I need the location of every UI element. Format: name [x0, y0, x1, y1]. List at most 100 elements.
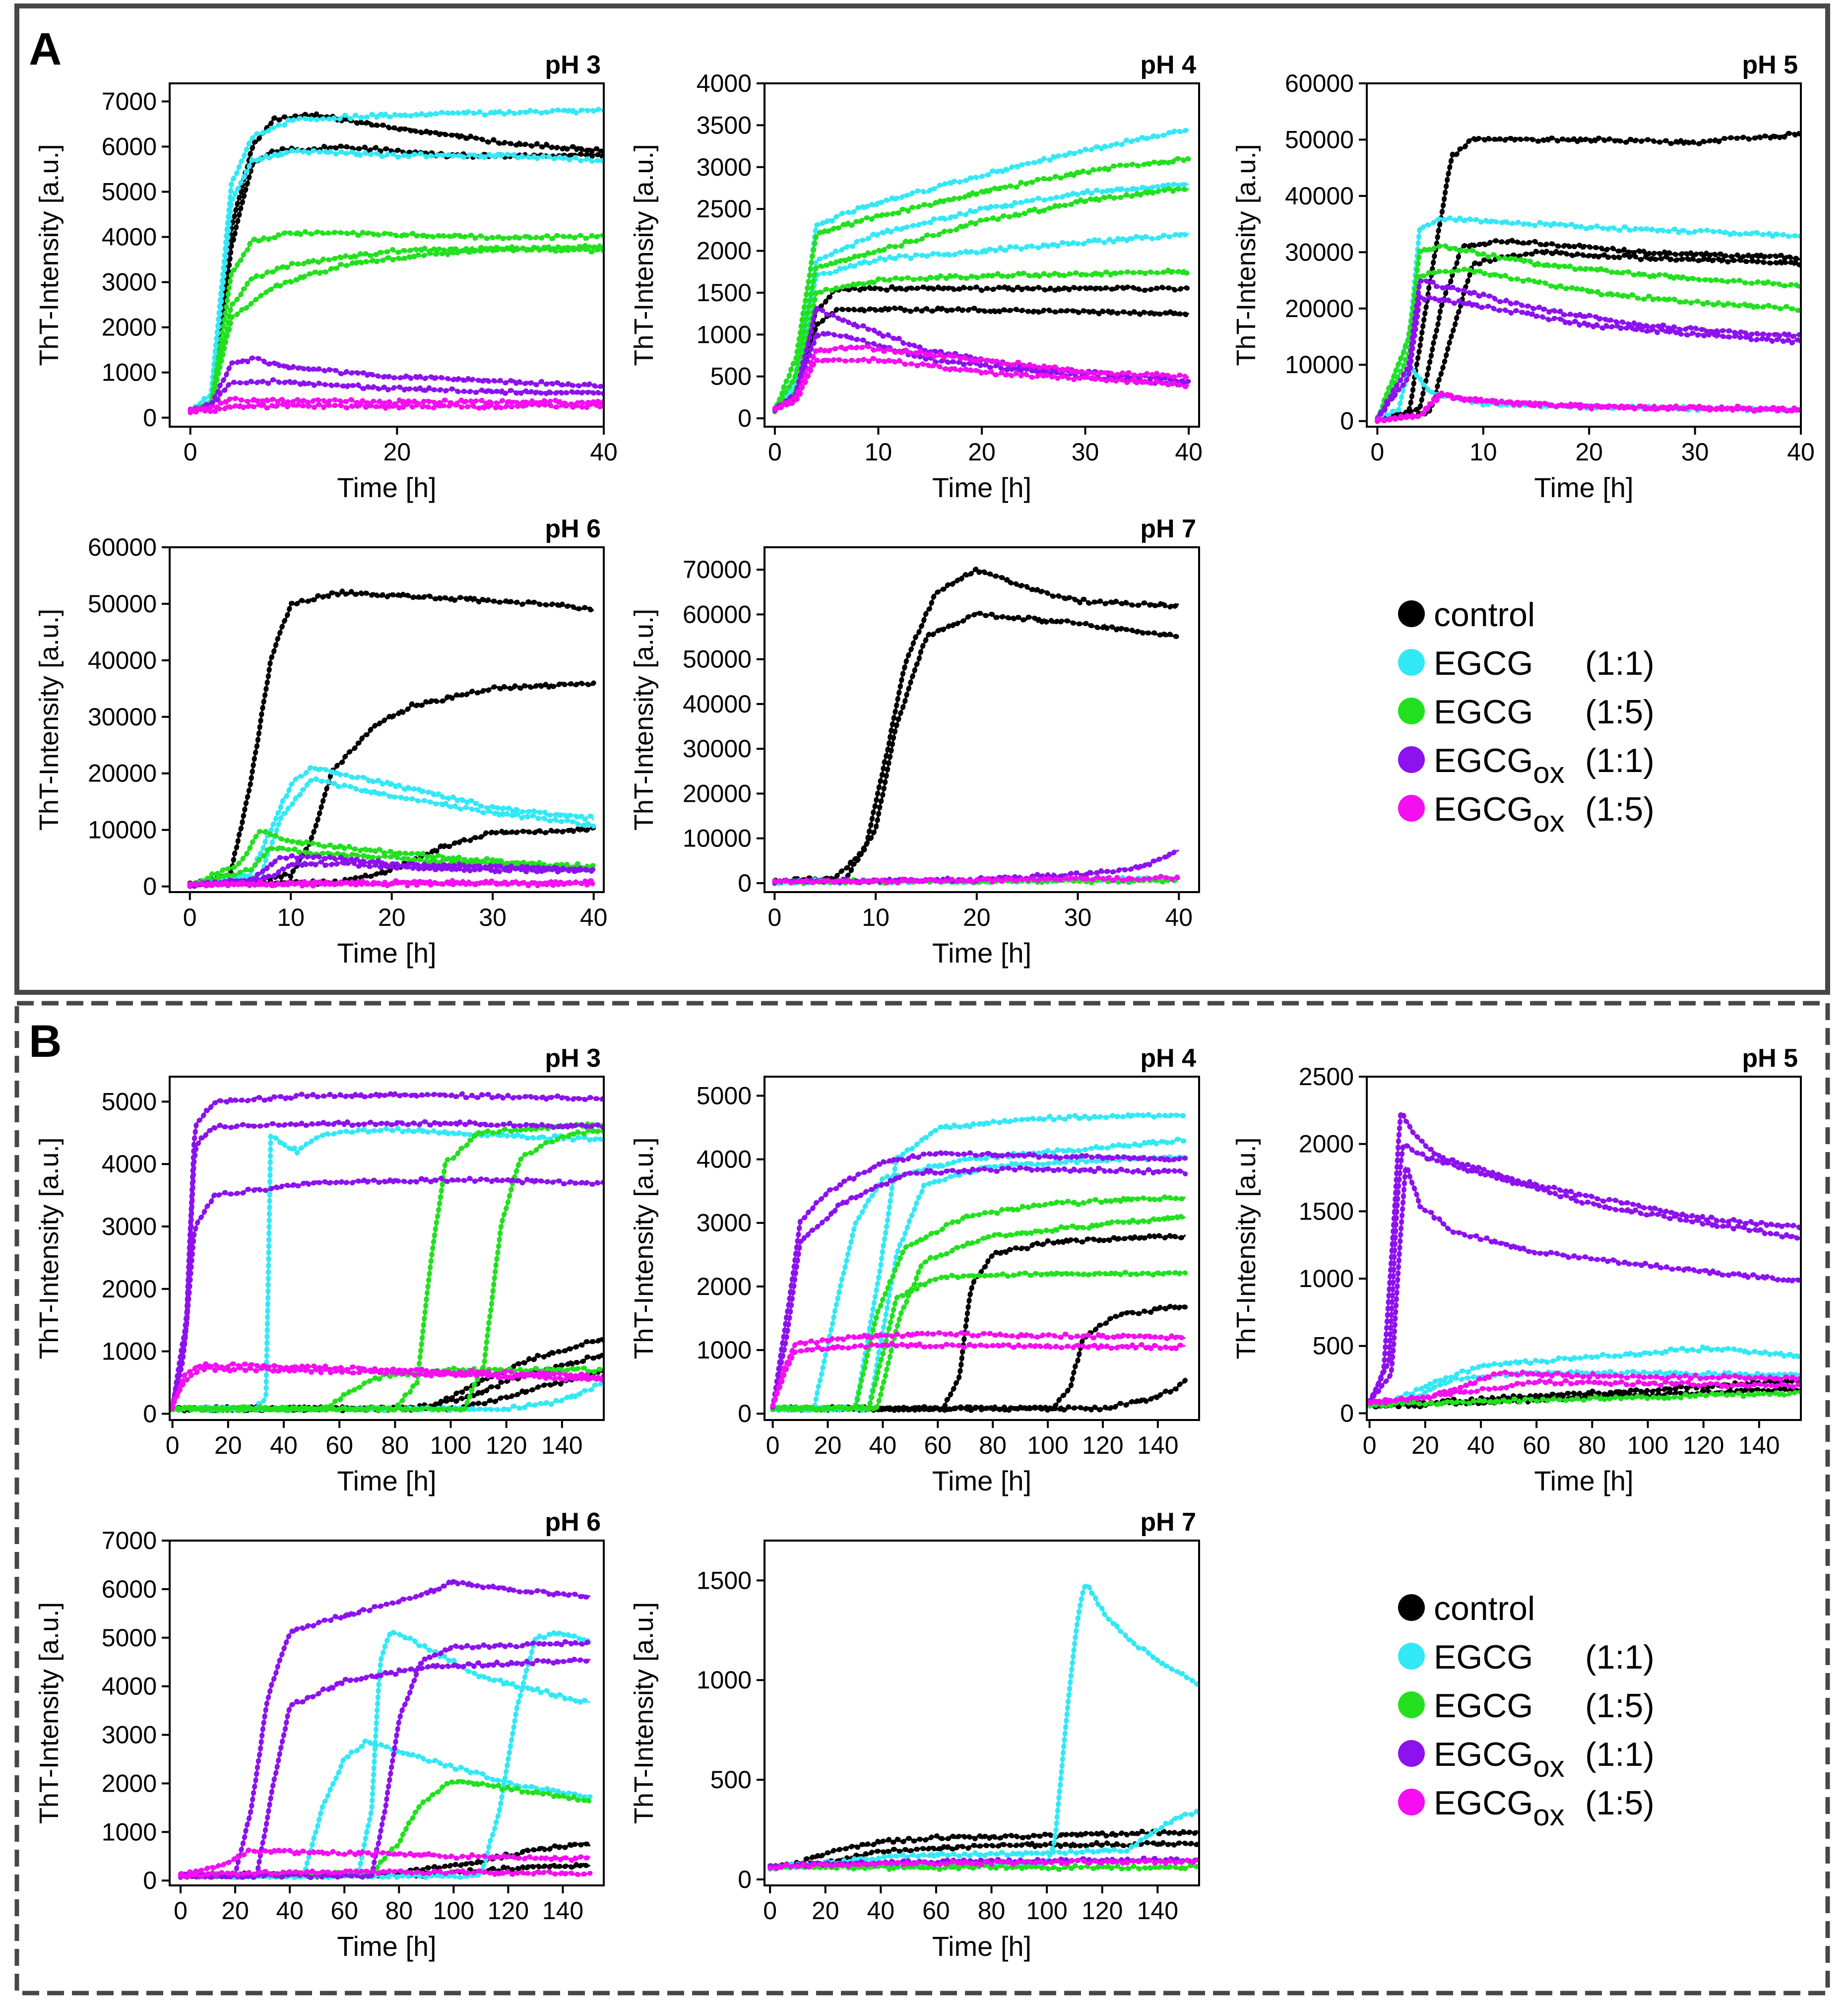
series-line-egcgox-1-1	[189, 860, 594, 888]
y-tick-label: 1000	[1299, 1265, 1354, 1292]
legend-label-egcgox-1-5: EGCGox (1:5)	[1434, 1784, 1655, 1832]
series-line-egcgox-1-1	[190, 379, 604, 412]
x-tick-label: 60	[924, 1431, 952, 1459]
y-tick-label: 4000	[697, 1146, 752, 1173]
legend-item-egcgox-1-1: EGCGox (1:1)	[1398, 1736, 1655, 1783]
y-tick-label: 50000	[88, 590, 157, 618]
x-tick-label: 120	[486, 1431, 527, 1459]
y-tick-label: 10000	[683, 825, 752, 852]
x-tick-label: 140	[1137, 1431, 1178, 1459]
series-line-egcg-1-1	[1376, 216, 1801, 418]
legend-marker-control	[1398, 1594, 1425, 1621]
x-tick-label: 10	[862, 904, 890, 931]
plot-frame	[764, 546, 1200, 893]
x-axis-label: Time [h]	[932, 1465, 1031, 1496]
legend-label-egcg-1-1: EGCG (1:1)	[1434, 1638, 1655, 1676]
panel-label-b: B	[29, 1016, 62, 1067]
y-tick-label: 40000	[1285, 182, 1354, 210]
series-line-egcgox-1-1	[180, 1579, 591, 1879]
legend-label-egcg-1-5: EGCG (1:5)	[1434, 1687, 1655, 1725]
y-tick-label: 0	[143, 873, 157, 901]
x-tick-label: 40	[1165, 904, 1193, 931]
chart-panel-b-ph-4: 0 20 40 60 80 100 120 140 0 1000 2000 3000 4000 5000 p…	[629, 1044, 1200, 1496]
chart-panel-a-ph-5: 0 10 20 30 40 0 10000 20000 30000 40000 50000 60000…	[1231, 51, 1815, 503]
series-line-control	[769, 1828, 1199, 1869]
series-line-control	[774, 306, 1190, 410]
y-tick-label: 500	[710, 1766, 752, 1794]
legend-item-egcg-1-1: EGCG (1:1)	[1398, 645, 1655, 682]
chart-panel-b-ph-5: 0 20 40 60 80 100 120 140 0 500 1000 1500 2000 2500 pH…	[1231, 1044, 1802, 1496]
x-axis-label: Time [h]	[337, 1465, 436, 1496]
legend-label-egcgox-1-1: EGCGox (1:1)	[1434, 742, 1655, 789]
chart-panel-b-ph-3: 0 20 40 60 80 100 120 140 0 1000 2000 3000 4000 5000 p…	[34, 1044, 605, 1496]
x-tick-label: 30	[479, 904, 507, 931]
y-axis-label: ThT-Intensity [a.u.]	[34, 1137, 64, 1359]
x-tick-label: 40	[590, 438, 618, 466]
y-tick-label: 1500	[697, 1566, 752, 1594]
y-tick-label: 7000	[102, 1527, 157, 1554]
legend-marker-egcgox-1-1	[1398, 1740, 1425, 1767]
x-tick-label: 140	[1137, 1897, 1178, 1925]
series-line-egcgox-1-1	[180, 1640, 591, 1879]
chart-panel-a-ph-6: 0 10 20 30 40 0 10000 20000 30000 40000 50000 60000…	[34, 515, 607, 969]
plot-frame	[169, 1540, 605, 1886]
legend-marker-egcgox-1-1	[1398, 746, 1425, 773]
x-tick-label: 140	[542, 1897, 583, 1925]
series-group	[770, 1111, 1188, 1414]
y-tick-label: 6000	[102, 132, 157, 160]
y-tick-label: 0	[738, 1400, 752, 1427]
x-tick-label: 120	[1082, 1431, 1123, 1459]
x-tick-label: 20	[814, 1431, 842, 1459]
y-tick-label: 40000	[683, 690, 752, 718]
series-group	[178, 1578, 593, 1880]
x-axis-label: Time [h]	[337, 472, 436, 503]
x-tick-label: 20	[221, 1897, 249, 1925]
y-tick-label: 2500	[1299, 1063, 1354, 1091]
x-tick-label: 40	[867, 1897, 895, 1925]
legend-label-control: control	[1434, 1590, 1535, 1627]
series-line-egcgox-1-1	[171, 1177, 604, 1409]
x-tick-label: 20	[383, 438, 411, 466]
x-tick-label: 30	[1072, 438, 1099, 466]
y-tick-label: 10000	[1285, 351, 1354, 379]
series-line-egcg-1-1	[774, 231, 1190, 409]
series-line-egcgox-1-1	[171, 1120, 604, 1407]
y-tick-label: 0	[143, 1867, 157, 1894]
chart-title: pH 7	[1140, 1508, 1196, 1537]
plot-frame	[764, 1540, 1200, 1886]
x-tick-label: 100	[430, 1431, 471, 1459]
x-tick-label: 120	[1683, 1431, 1724, 1459]
y-tick-label: 20000	[1285, 295, 1354, 323]
series-group	[187, 588, 596, 889]
y-tick-label: 5000	[102, 1624, 157, 1652]
legend-label-egcgox-1-1: EGCGox (1:1)	[1434, 1736, 1655, 1783]
y-tick-label: 2000	[1299, 1130, 1354, 1158]
y-axis-label: ThT-Intensity [a.u.]	[34, 609, 64, 831]
y-tick-label: 30000	[1285, 238, 1354, 266]
x-tick-label: 40	[1467, 1431, 1495, 1459]
y-tick-label: 60000	[1285, 69, 1354, 97]
series-line-egcg-1-1	[772, 1138, 1186, 1413]
x-tick-label: 80	[979, 1431, 1007, 1459]
plot-frame	[764, 1076, 1200, 1421]
x-tick-label: 0	[1363, 1431, 1377, 1459]
series-line-control	[189, 589, 594, 887]
x-tick-label: 30	[1681, 438, 1709, 466]
panel-b-border	[14, 1001, 1830, 1996]
x-tick-label: 0	[174, 1897, 188, 1925]
x-tick-label: 40	[869, 1431, 897, 1459]
y-tick-label: 40000	[88, 646, 157, 674]
y-tick-label: 2500	[697, 195, 752, 223]
x-tick-label: 20	[812, 1897, 839, 1925]
y-axis-label: ThT-Intensity [a.u.]	[629, 1602, 659, 1824]
plot-frame	[1366, 1076, 1802, 1421]
y-tick-label: 5000	[102, 178, 157, 206]
x-axis-label: Time [h]	[932, 472, 1031, 503]
legend-marker-egcg-1-1	[1398, 1643, 1425, 1670]
series-line-egcgox-1-5	[774, 357, 1190, 410]
series-line-egcg-1-5	[190, 243, 604, 411]
chart-title: pH 3	[545, 1044, 601, 1073]
x-axis-label: Time [h]	[337, 1931, 436, 1962]
x-tick-label: 120	[1082, 1897, 1123, 1925]
y-tick-label: 1500	[1299, 1197, 1354, 1225]
